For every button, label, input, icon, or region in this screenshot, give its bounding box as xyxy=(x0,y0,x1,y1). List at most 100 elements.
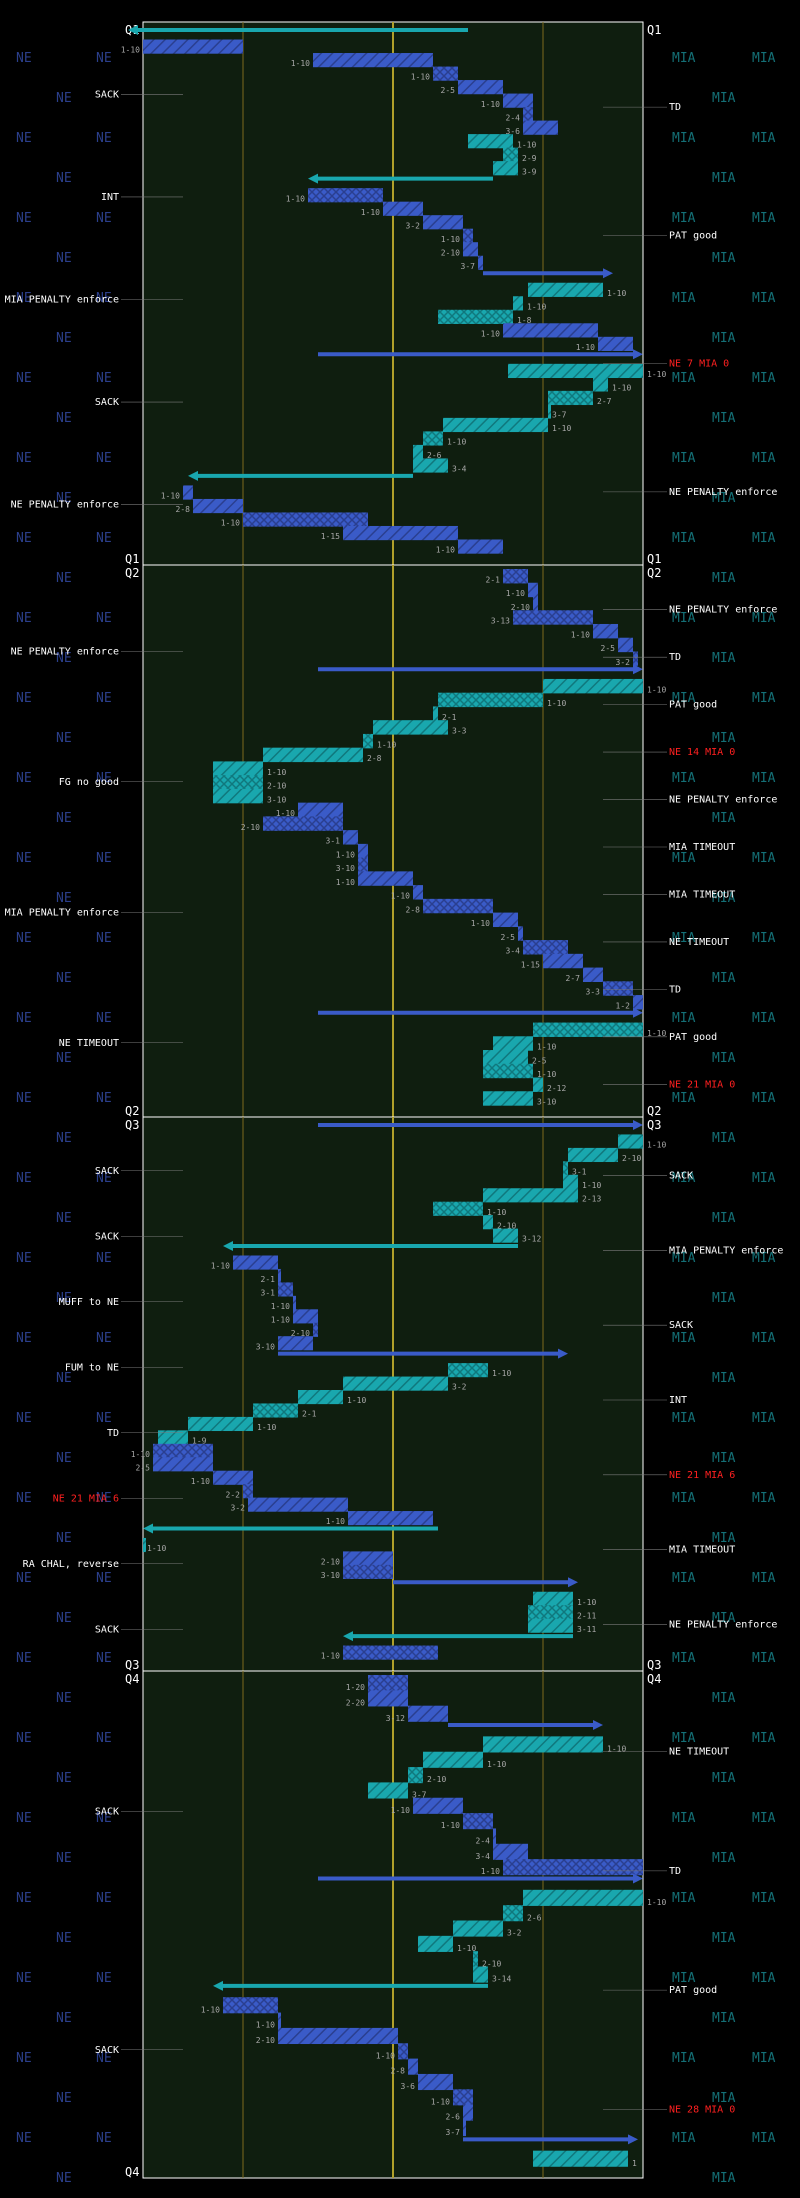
play-bar xyxy=(278,2027,398,2045)
wall-label: MIA xyxy=(672,1651,696,1666)
down-label: 3-6 xyxy=(401,2082,416,2091)
play-bar xyxy=(143,39,243,54)
quarter-label: Q1 xyxy=(125,552,139,566)
wall-label: MIA xyxy=(712,2171,736,2186)
end-zone-walls: NE NE MIA MIA NE MIA NE NE MIA MIA NE MIA NE NE MIA MIA… xyxy=(16,51,776,2186)
down-label: 3-4 xyxy=(476,1852,491,1861)
arrow-head xyxy=(128,25,138,35)
wall-label: MIA xyxy=(752,451,776,466)
play-bar xyxy=(343,1645,438,1660)
wall-label: NE xyxy=(16,1731,32,1746)
play-bar xyxy=(528,1618,573,1633)
play-bar xyxy=(533,596,538,611)
arrow-head xyxy=(633,349,643,360)
arrow-head xyxy=(213,1980,223,1991)
wall-label: NE xyxy=(96,1731,112,1746)
play-bar xyxy=(313,53,433,68)
wall-label: NE xyxy=(16,2131,32,2146)
down-label: 1-10 xyxy=(481,1867,500,1876)
down-label: 1-15 xyxy=(321,532,340,541)
down-label: 2-9 xyxy=(522,154,537,163)
play-bar xyxy=(568,1147,618,1163)
quarter-panel-q4: Q4 Q4Q41-202-203-121-101-102-103-71-101-1… xyxy=(95,1670,735,2179)
wall-label: NE xyxy=(56,1771,72,1786)
play-bar xyxy=(523,940,568,955)
wall-label: NE xyxy=(96,931,112,946)
play-bar xyxy=(463,2104,473,2121)
event-label: NE PENALTY enforce xyxy=(669,1620,777,1631)
down-label: 2-10 xyxy=(441,248,460,257)
play-bar xyxy=(563,1161,568,1176)
play-bar xyxy=(308,188,383,203)
down-label: 2-13 xyxy=(582,1194,601,1203)
wall-label: NE xyxy=(56,411,72,426)
down-label: 1-10 xyxy=(447,438,466,447)
wall-label: MIA xyxy=(712,1371,736,1386)
wall-label: NE xyxy=(96,691,112,706)
play-bar xyxy=(453,1920,503,1937)
event-label: SACK xyxy=(95,89,119,100)
play-bar xyxy=(358,871,413,886)
wall-label: MIA xyxy=(752,211,776,226)
wall-label: NE xyxy=(96,611,112,626)
play-bar xyxy=(263,816,343,831)
down-label: 3-2 xyxy=(452,1383,467,1392)
wall-label: MIA xyxy=(712,491,736,506)
play-bar xyxy=(423,1751,483,1768)
wall-label: MIA xyxy=(672,131,696,146)
play-bar xyxy=(533,1591,573,1606)
down-label: 3-7 xyxy=(552,411,567,420)
down-label: 2-10 xyxy=(256,2036,275,2045)
play-bar xyxy=(143,1537,146,1553)
down-label: 2-10 xyxy=(497,1221,516,1230)
down-label: 2-10 xyxy=(511,603,530,612)
down-label: 1-10 xyxy=(221,519,240,528)
wall-label: NE xyxy=(56,1371,72,1386)
wall-label: MIA xyxy=(672,1811,696,1826)
play-bar xyxy=(478,255,483,270)
play-bar xyxy=(448,1363,488,1378)
wall-label: NE xyxy=(16,1491,32,1506)
down-label: 1-10 xyxy=(267,768,286,777)
wall-label: MIA xyxy=(672,931,696,946)
wall-label: NE xyxy=(96,851,112,866)
play-bar xyxy=(188,1416,253,1432)
event-label: MIA TIMEOUT xyxy=(669,1545,735,1556)
event-label: NE PENALTY enforce xyxy=(669,605,777,616)
event-label: SACK xyxy=(95,2045,119,2056)
down-label: 3-10 xyxy=(267,795,286,804)
down-label: 3-2 xyxy=(507,1929,522,1938)
play-bar xyxy=(343,830,358,845)
wall-label: MIA xyxy=(672,51,696,66)
wall-label: MIA xyxy=(672,1411,696,1426)
wall-label: MIA xyxy=(672,211,696,226)
wall-label: NE xyxy=(16,1811,32,1826)
play-bar xyxy=(533,1022,643,1037)
wall-label: MIA xyxy=(712,91,736,106)
down-label: 1-10 xyxy=(647,1141,666,1150)
play-bar xyxy=(213,1470,253,1485)
play-bar xyxy=(493,1036,533,1051)
play-bar xyxy=(463,228,473,243)
down-label: 1-10 xyxy=(487,1760,506,1769)
wall-label: MIA xyxy=(752,1891,776,1906)
wall-label: NE xyxy=(56,1531,72,1546)
wall-label: NE xyxy=(96,1251,112,1266)
play-bar xyxy=(153,1443,213,1458)
play-bar xyxy=(518,926,523,941)
wall-label: MIA xyxy=(712,731,736,746)
wall-label: NE xyxy=(16,1011,32,1026)
event-label: RA CHAL, reverse xyxy=(23,1559,119,1570)
wall-label: NE xyxy=(16,1411,32,1426)
down-label: 3-4 xyxy=(452,465,467,474)
arrow-head xyxy=(603,268,613,279)
play-bar xyxy=(423,898,493,914)
play-bar xyxy=(528,282,603,297)
wall-label: NE xyxy=(96,1011,112,1026)
wall-label: MIA xyxy=(712,411,736,426)
play-bar xyxy=(533,2150,628,2167)
play-bar xyxy=(423,215,463,230)
down-label: 3-2 xyxy=(231,1504,246,1513)
